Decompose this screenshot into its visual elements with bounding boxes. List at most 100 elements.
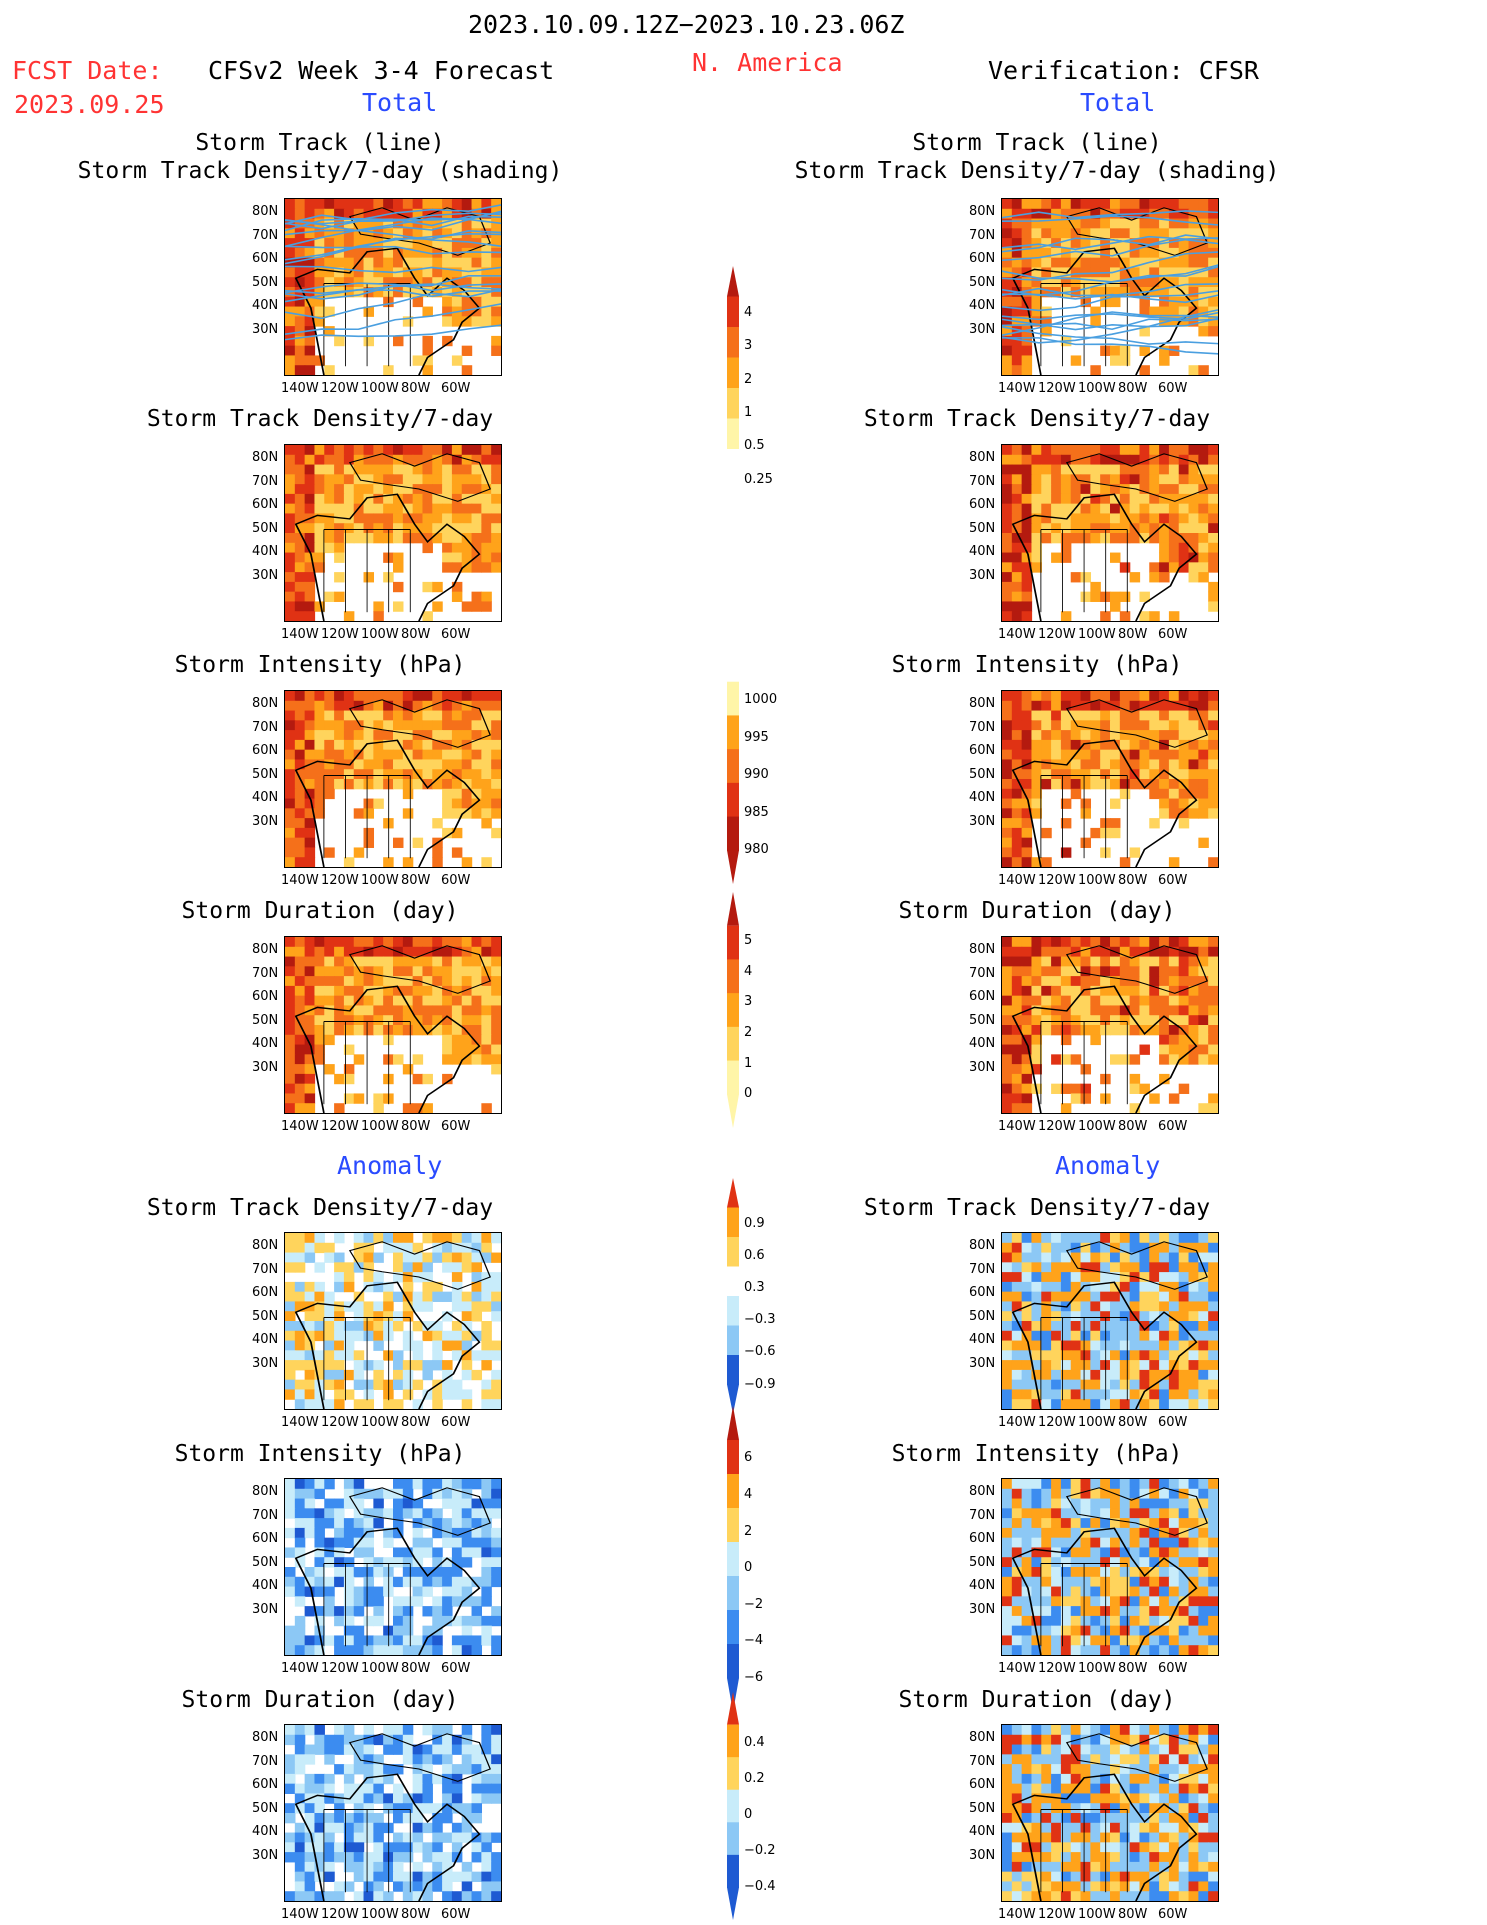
panel-7-right-lon-tick: 60W (1158, 1907, 1188, 1922)
panel-7-left-map (284, 1724, 502, 1902)
panel-3-left-lat-tick: 30N (252, 813, 279, 829)
intensity_total-colorbar-segment (727, 782, 739, 818)
intensity_anom-colorbar-segment (727, 1576, 739, 1611)
panel-2-right-lat-tick: 40N (969, 544, 996, 559)
panel-3-left-lon-tick: 100W (361, 873, 399, 888)
panel-3-right-shading (1002, 691, 1218, 867)
intensity_anom-colorbar-segment (727, 1508, 739, 1543)
intensity_total-colorbar-label: 980 (744, 842, 769, 858)
panel-4-left-lon-tick: 120W (321, 1119, 359, 1134)
panel-1-right-lon-tick: 140W (998, 381, 1036, 396)
duration_total-colorbar-bottom-arrow (727, 1094, 739, 1128)
panel-5-left-coastline (294, 1281, 481, 1409)
panel-1-left-arctic-islands (348, 207, 491, 256)
panel-2-right-shading (1002, 445, 1218, 621)
panel-3-right-lat-tick: 70N (969, 719, 996, 735)
panel-4-left-lon-tick: 80W (401, 1119, 431, 1134)
panel-6-right-lat-tick: 50N (969, 1554, 996, 1570)
panel-2-right-map (1001, 444, 1219, 622)
panel-7-right-lon-tick: 140W (998, 1907, 1036, 1922)
panel-1-left-track-line (285, 274, 501, 295)
panel-4-right-lon-tick: 140W (998, 1119, 1036, 1134)
total-label-left: Total (362, 88, 438, 117)
panel-5-right-coastline (1011, 1281, 1198, 1409)
density_anom-colorbar-segment (727, 1296, 739, 1326)
panel-4-left-lon-tick: 140W (281, 1119, 319, 1134)
intensity_anom-colorbar-label: 6 (744, 1450, 753, 1466)
panel-1-right-track-line (1002, 234, 1218, 253)
panel-6-right-coastline (1011, 1527, 1198, 1655)
panel-3-left-arctic-islands (348, 699, 491, 748)
panel-4-right-lat-tick: 80N (969, 942, 996, 957)
intensity_total-colorbar-segment (727, 681, 739, 716)
panel-1-left-lat-tick: 30N (252, 321, 279, 337)
intensity_total-colorbar-segment (727, 715, 739, 750)
panel-7-left-lat-tick: 40N (252, 1824, 279, 1839)
panel-3-left-lon-tick: 80W (401, 873, 431, 888)
panel-1-right-title-line1: Storm Track (line) (912, 130, 1162, 156)
panel-6-right-shading (1002, 1479, 1218, 1655)
density_anom-colorbar-segment (727, 1266, 739, 1297)
panel-4-left-lon-tick: 100W (361, 1119, 399, 1134)
panel-5-left-title: Storm Track Density/7-day (146, 1195, 494, 1221)
panel-4-left-lat-tick: 30N (252, 1059, 279, 1075)
panel-2-left-lat-tick: 70N (252, 473, 279, 489)
panel-5-right-title: Storm Track Density/7-day (863, 1195, 1211, 1221)
panel-7-left-lat-tick: 70N (252, 1753, 279, 1769)
panel-3-left-lat-tick: 40N (252, 790, 279, 805)
panel-5-left-lon-tick: 120W (321, 1415, 359, 1430)
panel-7-right-lon-tick: 120W (1038, 1907, 1076, 1922)
density_total-colorbar-label: 4 (744, 305, 753, 321)
total-label-right: Total (1080, 88, 1156, 117)
panel-5-left-lat-tick: 60N (252, 1285, 279, 1300)
panel-7-left-lon-tick: 60W (441, 1907, 471, 1922)
density_total-colorbar-segment (727, 296, 739, 328)
intensity_total-colorbar-segment (727, 749, 739, 784)
panel-7-left-lon-tick: 120W (321, 1907, 359, 1922)
panel-5-right-lon-tick: 140W (998, 1415, 1036, 1430)
duration_anom-colorbar-segment (727, 1789, 739, 1823)
panel-7-right-lon-tick: 80W (1118, 1907, 1148, 1922)
intensity_anom-colorbar-top-arrow (727, 1406, 739, 1440)
panel-4-right-title: Storm Duration (day) (898, 898, 1176, 924)
panel-5-right-arctic-islands (1065, 1241, 1208, 1290)
panel-2-right-lat-tick: 60N (969, 497, 996, 512)
density_anom-colorbar-segment (727, 1237, 739, 1267)
panel-7-right-lat-tick: 40N (969, 1824, 996, 1839)
density_total-colorbar (727, 266, 739, 510)
panel-6-left-lat-tick: 70N (252, 1507, 279, 1523)
model-title: CFSv2 Week 3-4 Forecast (208, 56, 555, 85)
panel-7-left-lon-tick: 80W (401, 1907, 431, 1922)
panel-1-right-lon-tick: 120W (1038, 381, 1076, 396)
duration_total-colorbar-segment (727, 1060, 739, 1095)
panel-1-right-map (1001, 198, 1219, 376)
density_total-colorbar-segment (727, 327, 739, 358)
panel-5-left-lat-tick: 30N (252, 1355, 279, 1371)
panel-5-left-lat-tick: 50N (252, 1308, 279, 1324)
panel-4-right-lat-tick: 40N (969, 1036, 996, 1051)
panel-6-left-coastline (294, 1527, 481, 1655)
panel-4-left-lat-tick: 80N (252, 942, 279, 957)
duration_anom-colorbar-segment (727, 1757, 739, 1791)
panel-1-right-track-line (1002, 238, 1218, 262)
panel-2-left-lat-tick: 40N (252, 544, 279, 559)
panel-6-left-lat-tick: 50N (252, 1554, 279, 1570)
panel-1-left-track-line (285, 265, 501, 274)
panel-1-left-lon-tick: 100W (361, 381, 399, 396)
panel-3-right-lat-tick: 60N (969, 743, 996, 758)
panel-1-left-title-line2: Storm Track Density/7-day (shading) (77, 158, 563, 184)
panel-6-left-arctic-islands (348, 1487, 491, 1536)
duration_total-colorbar-label: 4 (744, 963, 753, 979)
panel-6-left-map (284, 1478, 502, 1656)
panel-1-right-track-line (1002, 210, 1218, 219)
panel-2-right-arctic-islands (1065, 453, 1208, 502)
panel-1-left-lon-tick: 80W (401, 381, 431, 396)
panel-1-left-lon-tick: 120W (321, 381, 359, 396)
panel-6-right-title: Storm Intensity (hPa) (891, 1441, 1183, 1467)
panel-4-right-map (1001, 936, 1219, 1114)
duration_total-colorbar-top-arrow (727, 892, 739, 926)
panel-4-right-lat-tick: 30N (969, 1059, 996, 1075)
panel-7-right-shading (1002, 1725, 1218, 1901)
panel-1-right-lat-tick: 50N (969, 274, 996, 290)
